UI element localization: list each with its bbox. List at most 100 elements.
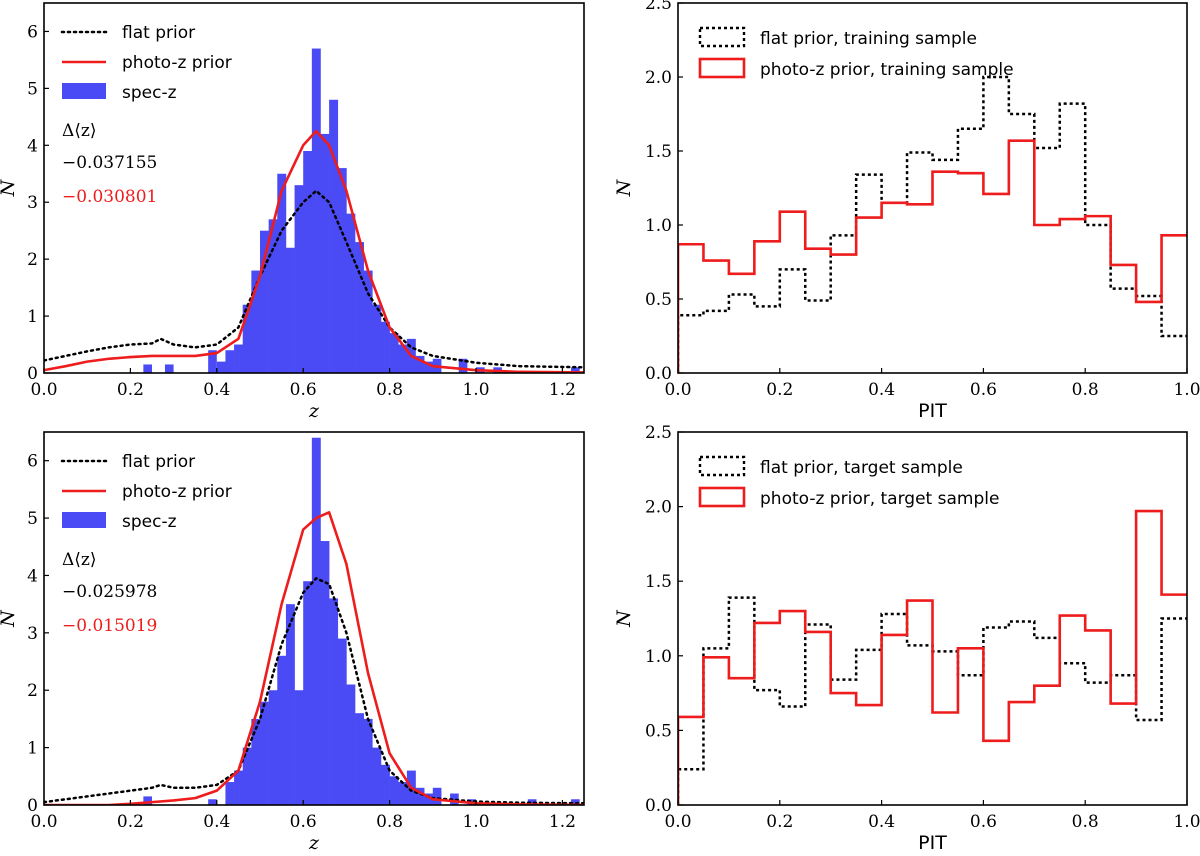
spec-z-bar [311, 437, 321, 805]
spec-z-bar [320, 541, 330, 805]
y-axis-label: N [0, 609, 19, 628]
legend-flat-label: flat prior [122, 23, 195, 43]
legend-photo-swatch [698, 57, 746, 79]
x-axis-label: z [308, 400, 320, 422]
spec-z-bar [303, 151, 313, 373]
flat-prior-line [44, 189, 584, 369]
spec-z-bar [398, 782, 408, 805]
spec-z-bar [285, 247, 295, 373]
spec-z-bar [424, 793, 434, 805]
y-axis-label: N [0, 178, 19, 197]
legend-spec-label: spec-z [122, 512, 177, 532]
flat-prior-line [44, 576, 584, 805]
spec-z-bar [234, 344, 244, 373]
x-tick-label: 1.0 [462, 812, 489, 832]
spec-z-bar [380, 321, 390, 373]
spec-z-bar [415, 355, 425, 373]
legend-flat-swatch [698, 455, 746, 477]
y-tick-label: 0 [27, 796, 38, 816]
spec-z-bar [372, 747, 382, 805]
spec-z-bar [432, 787, 442, 805]
y-tick-label: 0.0 [645, 796, 672, 816]
y-tick-label: 3 [27, 624, 38, 644]
spec-z-bar [571, 367, 580, 373]
y-tick-label: 1 [27, 307, 38, 327]
legend-photo-label: photo-z prior [122, 482, 232, 502]
legend-spec-swatch [62, 512, 106, 528]
y-tick-label: 6 [27, 452, 38, 472]
spec-z-bar [143, 796, 152, 805]
legend-flat-label: flat prior, training sample [760, 29, 977, 49]
spec-z-bar [143, 364, 152, 373]
spec-z-bar [372, 304, 382, 373]
x-tick-label: 0.8 [376, 812, 403, 832]
x-tick-label: 0.8 [1072, 812, 1099, 832]
y-tick-label: 2.0 [645, 498, 672, 518]
y-tick-label: 4 [27, 136, 38, 156]
x-tick-label: 0.4 [203, 812, 230, 832]
axes-frame [677, 431, 1188, 806]
panel-bottom-right: 0.0 0.2 0.4 0.6 0.8 1.0 0.0 0.5 1.0 1.5 2.0 2.5 PIT N… [613, 423, 1200, 854]
y-tick-label: 0.5 [645, 290, 672, 310]
spec-z-bar [294, 185, 304, 373]
x-tick-label: 1.0 [462, 380, 489, 400]
y-tick-label: 1.0 [645, 647, 672, 667]
axes-frame [43, 431, 585, 806]
legend-spec-swatch [62, 83, 106, 99]
spec-z-bar [424, 361, 434, 373]
spec-z-bar [294, 690, 304, 805]
spec-z-bar [285, 604, 295, 805]
spec-z-bar [363, 718, 373, 805]
spec-z-bar [225, 350, 235, 373]
x-tick-label: 0.4 [203, 380, 230, 400]
y-tick-label: 3 [27, 193, 38, 213]
spec-z-bar [225, 782, 235, 805]
legend-flat-swatch [698, 26, 746, 48]
spec-z-bar [216, 361, 226, 373]
y-tick-label: 6 [27, 22, 38, 42]
spec-z-bar [242, 304, 252, 373]
x-tick-label: 0.2 [117, 812, 144, 832]
x-tick-label: 0.2 [766, 380, 793, 400]
spec-z-bar [311, 48, 321, 373]
delta-photo-value: −0.030801 [62, 187, 157, 207]
plot-area [44, 437, 584, 805]
y-tick-label: 4 [27, 566, 38, 586]
spec-z-bar [303, 581, 313, 805]
y-tick-label: 5 [27, 79, 38, 99]
y-tick-label: 1.5 [645, 572, 672, 592]
spec-z-bar [458, 358, 468, 373]
spec-z-bar [260, 230, 269, 373]
x-tick-label: 0.0 [664, 380, 691, 400]
spec-z-bar [389, 333, 399, 373]
x-tick-label: 0.6 [290, 380, 317, 400]
y-tick-label: 2 [27, 250, 38, 270]
spec-z-bar [346, 684, 356, 805]
x-tick-label: 0.8 [376, 380, 403, 400]
x-tick-label: 0.6 [290, 812, 317, 832]
photo-z-prior-line [44, 129, 584, 373]
plot-area [678, 509, 1187, 805]
spec-z-bar [329, 99, 339, 373]
x-tick-label: 0.2 [117, 380, 144, 400]
spec-z-bar [363, 270, 373, 373]
y-tick-label: 1.0 [645, 216, 672, 236]
x-axis-label: PIT [918, 832, 947, 854]
spec-z-bar [415, 787, 425, 805]
delta-label: Δ⟨z⟩ [62, 550, 97, 570]
x-tick-label: 0.6 [970, 812, 997, 832]
legend-photo-swatch [698, 486, 746, 508]
plot-area [44, 48, 584, 373]
spec-z-bar [355, 242, 364, 373]
spec-z-bar [164, 364, 174, 373]
y-tick-label: 2.5 [645, 0, 672, 14]
legend-photo-label: photo-z prior, training sample [760, 60, 1014, 80]
x-axis-label: PIT [918, 400, 947, 422]
legend-spec-label: spec-z [122, 83, 177, 103]
spec-z-bar [389, 776, 399, 805]
spec-z-bar [527, 799, 537, 805]
x-axis-label: z [308, 832, 320, 854]
spec-z-bar [346, 213, 356, 373]
spec-z-bar [337, 638, 347, 805]
